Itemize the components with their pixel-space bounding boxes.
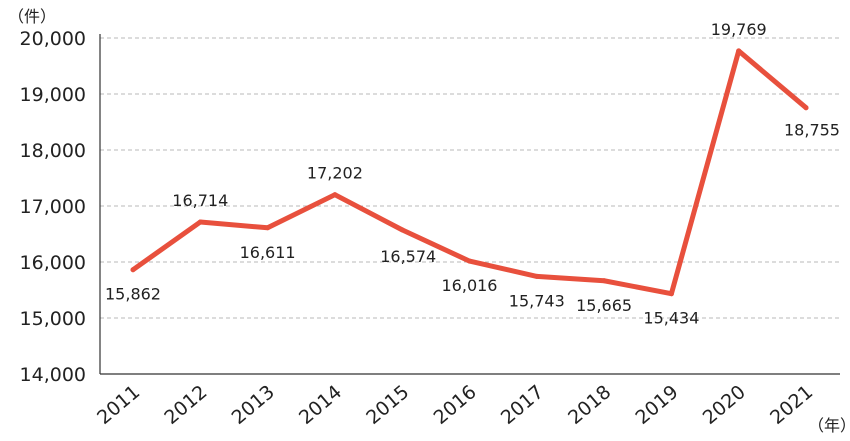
data-point-10 [803,105,809,111]
data-label-1: 16,714 [172,191,228,210]
data-label-4: 16,574 [380,247,436,266]
data-point-7 [601,278,607,284]
x-tick-label-1: 2012 [160,381,211,429]
data-point-9 [736,48,742,54]
series-lines [130,48,809,297]
data-point-4 [399,227,405,233]
y-axis-unit-label: （件） [8,7,56,26]
y-tick-label-1: 15,000 [20,308,86,330]
data-label-9: 19,769 [711,20,767,39]
data-point-6 [534,273,540,279]
y-tick-label-3: 17,000 [20,196,86,218]
x-tick-label-4: 2015 [362,381,413,429]
x-tick-label-0: 2011 [93,381,144,429]
y-tick-label-0: 14,000 [20,364,86,386]
x-tick-label-3: 2014 [295,381,346,429]
x-tick-labels: 2011 2012 2013 2014 2015 2016 2017 2018 2019 2020… [93,381,817,429]
data-point-0 [130,267,136,273]
axes [99,34,840,375]
x-tick-label-6: 2017 [497,381,548,429]
data-labels: 15,862 16,714 16,611 17,202 16,574 16,016 15,7… [105,20,840,328]
y-tick-labels: 14,000 15,000 16,000 17,000 18,000 19,000 20,0… [20,28,86,386]
y-tick-label-4: 18,000 [20,140,86,162]
grid-lines [100,37,840,319]
data-label-5: 16,016 [442,276,498,295]
x-tick-label-9: 2020 [699,381,750,429]
y-tick-label-2: 16,000 [20,252,86,274]
data-label-7: 15,665 [576,296,632,315]
data-label-6: 15,743 [509,291,565,310]
data-point-8 [668,291,674,297]
series-line-0 [130,48,809,297]
y-tick-label-6: 20,000 [20,28,86,50]
data-point-2 [265,225,271,231]
x-tick-label-2: 2013 [228,381,279,429]
x-tick-label-5: 2016 [430,381,481,429]
data-point-3 [332,192,338,198]
y-tick-label-5: 19,000 [20,84,86,106]
data-label-8: 15,434 [643,309,699,328]
x-axis-unit-label: （年） [808,416,850,435]
x-tick-label-8: 2019 [631,381,682,429]
x-tick-label-7: 2018 [564,381,615,429]
data-label-10: 18,755 [784,121,840,140]
data-label-0: 15,862 [105,285,161,304]
data-label-2: 16,611 [240,243,296,262]
data-point-1 [197,219,203,225]
data-label-3: 17,202 [307,164,363,183]
data-point-5 [467,258,472,264]
